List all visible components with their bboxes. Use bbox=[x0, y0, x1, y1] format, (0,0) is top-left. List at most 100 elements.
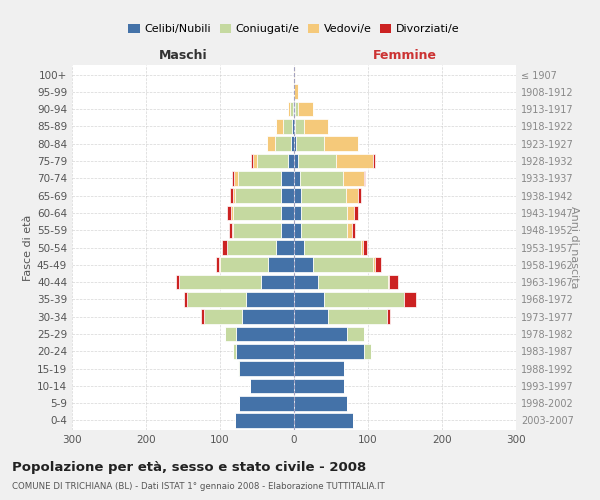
Bar bbox=[232, 171, 234, 186]
Bar bbox=[281, 223, 294, 238]
Bar bbox=[294, 240, 304, 255]
Bar bbox=[325, 136, 358, 151]
Bar bbox=[233, 223, 281, 238]
Bar bbox=[304, 240, 361, 255]
Bar bbox=[283, 119, 292, 134]
Legend: Celibi/Nubili, Coniugati/e, Vedovi/e, Divorziati/e: Celibi/Nubili, Coniugati/e, Vedovi/e, Di… bbox=[124, 20, 464, 39]
Text: Popolazione per età, sesso e stato civile - 2008: Popolazione per età, sesso e stato civil… bbox=[12, 461, 366, 474]
Bar bbox=[373, 154, 374, 168]
Bar bbox=[294, 154, 298, 168]
Bar bbox=[275, 136, 291, 151]
Bar bbox=[288, 154, 294, 168]
Bar bbox=[179, 274, 260, 289]
Bar bbox=[219, 258, 220, 272]
Bar bbox=[295, 119, 304, 134]
Bar bbox=[260, 274, 294, 289]
Bar bbox=[313, 258, 373, 272]
Text: Maschi: Maschi bbox=[158, 50, 208, 62]
Bar bbox=[176, 274, 179, 289]
Text: Femmine: Femmine bbox=[373, 50, 437, 62]
Bar bbox=[233, 206, 281, 220]
Bar bbox=[230, 188, 233, 203]
Bar bbox=[323, 292, 404, 306]
Bar bbox=[229, 223, 232, 238]
Bar bbox=[294, 67, 295, 82]
Bar bbox=[201, 310, 204, 324]
Bar bbox=[232, 223, 233, 238]
Bar bbox=[288, 102, 290, 117]
Bar bbox=[268, 136, 275, 151]
Bar bbox=[301, 206, 347, 220]
Bar bbox=[300, 171, 343, 186]
Bar bbox=[235, 413, 294, 428]
Bar bbox=[294, 361, 344, 376]
Bar bbox=[347, 326, 364, 342]
Bar bbox=[294, 171, 300, 186]
Bar bbox=[294, 292, 323, 306]
Bar bbox=[251, 154, 253, 168]
Bar bbox=[246, 292, 294, 306]
Bar bbox=[231, 206, 233, 220]
Bar bbox=[294, 344, 364, 358]
Bar bbox=[239, 396, 294, 410]
Bar bbox=[294, 84, 298, 99]
Bar bbox=[298, 102, 313, 117]
Bar bbox=[233, 188, 235, 203]
Bar bbox=[294, 274, 317, 289]
Bar bbox=[294, 188, 301, 203]
Bar bbox=[233, 344, 236, 358]
Bar bbox=[347, 223, 352, 238]
Bar bbox=[352, 223, 355, 238]
Bar bbox=[187, 292, 246, 306]
Bar bbox=[363, 240, 367, 255]
Bar bbox=[290, 102, 293, 117]
Bar bbox=[361, 240, 363, 255]
Bar bbox=[275, 240, 294, 255]
Y-axis label: Fasce di età: Fasce di età bbox=[23, 214, 33, 280]
Bar bbox=[301, 223, 347, 238]
Bar bbox=[404, 292, 416, 306]
Bar bbox=[301, 188, 346, 203]
Bar bbox=[268, 258, 294, 272]
Bar bbox=[257, 154, 288, 168]
Bar bbox=[328, 310, 387, 324]
Bar bbox=[294, 258, 313, 272]
Bar bbox=[236, 344, 294, 358]
Bar bbox=[343, 171, 364, 186]
Bar bbox=[354, 206, 358, 220]
Bar bbox=[294, 119, 295, 134]
Bar bbox=[250, 378, 294, 393]
Bar bbox=[346, 188, 358, 203]
Bar bbox=[220, 258, 268, 272]
Bar bbox=[227, 206, 231, 220]
Bar bbox=[242, 310, 294, 324]
Bar bbox=[238, 171, 281, 186]
Bar bbox=[225, 326, 236, 342]
Bar bbox=[281, 171, 294, 186]
Bar bbox=[294, 378, 344, 393]
Bar bbox=[358, 188, 361, 203]
Bar bbox=[374, 258, 380, 272]
Bar bbox=[364, 344, 371, 358]
Bar bbox=[294, 136, 296, 151]
Bar bbox=[236, 326, 294, 342]
Bar bbox=[204, 310, 242, 324]
Bar bbox=[294, 223, 301, 238]
Bar bbox=[298, 154, 336, 168]
Bar bbox=[294, 206, 301, 220]
Bar bbox=[222, 240, 227, 255]
Bar bbox=[388, 274, 389, 289]
Bar bbox=[347, 206, 354, 220]
Bar bbox=[336, 154, 373, 168]
Bar bbox=[304, 119, 328, 134]
Bar bbox=[234, 171, 238, 186]
Bar bbox=[294, 310, 328, 324]
Bar bbox=[294, 413, 353, 428]
Bar bbox=[281, 206, 294, 220]
Bar bbox=[292, 119, 294, 134]
Bar bbox=[275, 119, 283, 134]
Bar bbox=[389, 274, 398, 289]
Text: COMUNE DI TRICHIANA (BL) - Dati ISTAT 1° gennaio 2008 - Elaborazione TUTTITALIA.: COMUNE DI TRICHIANA (BL) - Dati ISTAT 1°… bbox=[12, 482, 385, 491]
Bar bbox=[373, 258, 374, 272]
Bar bbox=[239, 361, 294, 376]
